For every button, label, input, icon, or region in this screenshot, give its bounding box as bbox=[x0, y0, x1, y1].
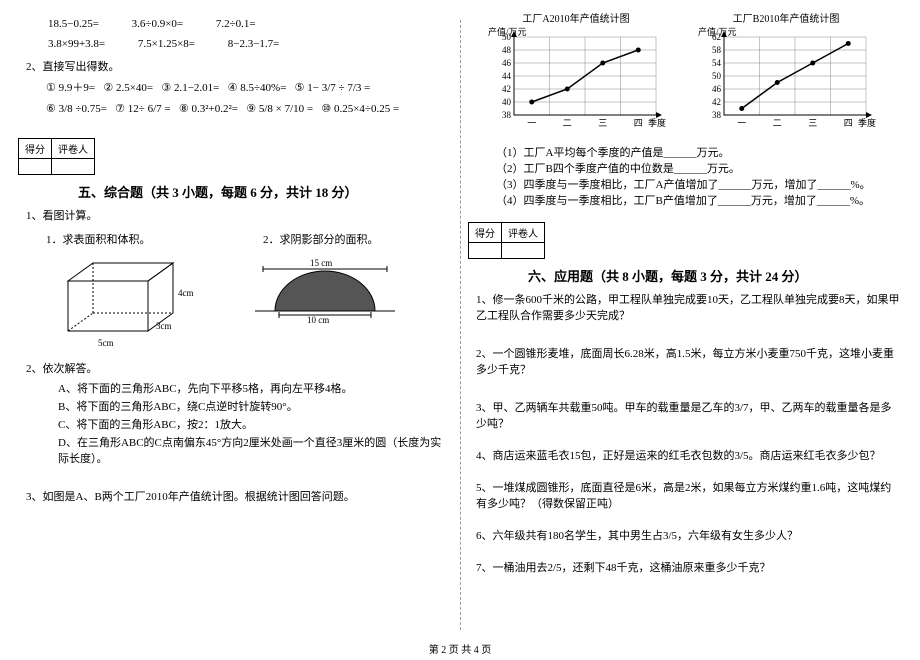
calc-item: 18.5−0.25= bbox=[48, 18, 99, 30]
section-6-title: 六、应用题（共 8 小题，每题 3 分，共计 24 分） bbox=[528, 266, 902, 285]
calc-item: 7.5×1.25×8= bbox=[138, 38, 195, 50]
direct-item: ① 9.9＋9= bbox=[46, 82, 95, 94]
left-column: 18.5−0.25= 3.6÷0.9×0= 7.2÷0.1= 3.8×99+3.… bbox=[10, 10, 460, 630]
score-box-2: 得分 评卷人 bbox=[468, 222, 545, 259]
svg-text:一: 一 bbox=[527, 118, 536, 128]
svg-text:42: 42 bbox=[502, 84, 511, 94]
q1b: 2．求阴影部分的面积。 bbox=[263, 231, 452, 247]
svg-text:54: 54 bbox=[712, 58, 722, 68]
svg-text:二: 二 bbox=[773, 118, 782, 128]
calc-item: 3.6÷0.9×0= bbox=[132, 18, 183, 30]
svg-text:50: 50 bbox=[502, 32, 512, 42]
svg-text:46: 46 bbox=[712, 84, 722, 94]
box-w: 5cm bbox=[98, 338, 114, 348]
direct-item: ⑨ 5/8 × 7/10 = bbox=[246, 103, 313, 115]
column-divider bbox=[460, 20, 461, 630]
q2c: C、将下面的三角形ABC，按2：1放大。 bbox=[58, 416, 452, 432]
svg-text:48: 48 bbox=[502, 45, 512, 55]
svg-text:二: 二 bbox=[563, 118, 572, 128]
svg-text:四: 四 bbox=[844, 118, 853, 128]
direct-item: ② 2.5×40= bbox=[103, 82, 153, 94]
svg-text:44: 44 bbox=[502, 71, 512, 81]
chart-questions: （1）工厂A平均每个季度的产值是______万元。 （2）工厂B四个季度产值的中… bbox=[496, 144, 902, 208]
arch-bottom: 10 cm bbox=[307, 315, 329, 325]
calc-row-1: 18.5−0.25= 3.6÷0.9×0= 7.2÷0.1= bbox=[48, 18, 452, 30]
svg-text:50: 50 bbox=[712, 71, 722, 81]
direct-item: ⑤ 1− 3/7 ÷ 7/3 = bbox=[295, 82, 371, 94]
calc-item: 3.8×99+3.8= bbox=[48, 38, 105, 50]
chart-a-title: 工厂A2010年产值统计图 bbox=[486, 10, 666, 25]
box-d: 3cm bbox=[156, 321, 172, 331]
svg-text:三: 三 bbox=[598, 118, 607, 128]
direct-item: ⑥ 3/8 ÷0.75= bbox=[46, 103, 107, 115]
svg-text:季度: 季度 bbox=[648, 117, 666, 128]
app-q: 5、一堆煤成圆锥形，底面直径是6米，高是2米，如果每立方米煤约重1.6吨，这吨煤… bbox=[476, 479, 902, 511]
chart-q: （3）四季度与一季度相比，工厂A产值增加了______万元，增加了______%… bbox=[496, 176, 902, 192]
direct-item: ⑩ 0.25×4÷0.25 = bbox=[321, 103, 399, 115]
direct-item: ⑦ 12÷ 6/7 = bbox=[115, 103, 170, 115]
q1: 1、看图计算。 bbox=[26, 207, 452, 223]
svg-text:62: 62 bbox=[712, 32, 721, 42]
svg-text:58: 58 bbox=[712, 45, 722, 55]
section-5-title: 五、综合题（共 3 小题，每题 6 分，共计 18 分） bbox=[78, 182, 452, 201]
chart-pair: 工厂A2010年产值统计图 产值/万元38404244464850一二三四季度 … bbox=[486, 10, 902, 138]
arch-top: 15 cm bbox=[310, 258, 332, 268]
q1a: 1．求表面积和体积。 bbox=[46, 231, 235, 247]
calc-item: 8−2.3−1.7= bbox=[228, 38, 280, 50]
app-q: 4、商店运来蓝毛衣15包，正好是运来的红毛衣包数的3/5。商店运来红毛衣多少包？ bbox=[476, 447, 902, 463]
q2b: B、将下面的三角形ABC，绕C点逆时针旋转90°。 bbox=[58, 398, 452, 414]
app-q: 2、一个圆锥形麦堆，底面周长6.28米，高1.5米，每立方米小麦重750千克，这… bbox=[476, 345, 902, 377]
chart-b-title: 工厂B2010年产值统计图 bbox=[696, 10, 876, 25]
q2a: A、将下面的三角形ABC，先向下平移5格，再向左平移4格。 bbox=[58, 380, 452, 396]
score-header: 得分 bbox=[19, 138, 52, 158]
q2d: D、在三角形ABC的C点南偏东45°方向2厘米处画一个直径3厘米的圆（长度为实际… bbox=[58, 434, 452, 466]
svg-text:42: 42 bbox=[712, 97, 721, 107]
calc-item: 7.2÷0.1= bbox=[216, 18, 256, 30]
svg-text:38: 38 bbox=[502, 110, 512, 120]
direct-items: ① 9.9＋9= ② 2.5×40= ③ 2.1−2.01= ④ 8.5÷40%… bbox=[46, 78, 452, 120]
app-q: 1、修一条600千米的公路，甲工程队单独完成要10天，乙工程队单独完成要8天，如… bbox=[476, 291, 902, 323]
direct-header: 2、直接写出得数。 bbox=[26, 58, 452, 74]
right-column: 工厂A2010年产值统计图 产值/万元38404244464850一二三四季度 … bbox=[460, 10, 910, 630]
chart-a: 产值/万元38404244464850一二三四季度 bbox=[486, 25, 666, 135]
svg-text:46: 46 bbox=[502, 58, 512, 68]
chart-q: （1）工厂A平均每个季度的产值是______万元。 bbox=[496, 144, 902, 160]
svg-text:38: 38 bbox=[712, 110, 722, 120]
score-header: 评卷人 bbox=[502, 223, 545, 243]
chart-b: 产值/万元38424650545862一二三四季度 bbox=[696, 25, 876, 135]
score-header: 评卷人 bbox=[52, 138, 95, 158]
box-h: 4cm bbox=[178, 288, 194, 298]
direct-item: ⑧ 0.3²+0.2²= bbox=[179, 103, 238, 115]
app-q: 6、六年级共有180名学生，其中男生占3/5，六年级有女生多少人？ bbox=[476, 527, 902, 543]
svg-text:40: 40 bbox=[502, 97, 512, 107]
cuboid-figure: 4cm 3cm 5cm bbox=[48, 251, 198, 351]
q2: 2、依次解答。 bbox=[26, 360, 452, 376]
direct-item: ④ 8.5÷40%= bbox=[228, 82, 287, 94]
svg-text:一: 一 bbox=[737, 118, 746, 128]
q3: 3、如图是A、B两个工厂2010年产值统计图。根据统计图回答问题。 bbox=[26, 488, 452, 504]
app-q: 3、甲、乙两辆车共载重50吨。甲车的载重量是乙车的3/7，甲、乙两车的载重量各是… bbox=[476, 399, 902, 431]
page-footer: 第 2 页 共 4 页 bbox=[0, 641, 920, 656]
arch-figure: 15 cm 10 cm bbox=[245, 251, 405, 331]
svg-text:三: 三 bbox=[808, 118, 817, 128]
svg-text:四: 四 bbox=[634, 118, 643, 128]
score-box: 得分 评卷人 bbox=[18, 138, 95, 175]
chart-q: （2）工厂B四个季度产值的中位数是______万元。 bbox=[496, 160, 902, 176]
score-header: 得分 bbox=[469, 223, 502, 243]
svg-text:季度: 季度 bbox=[858, 117, 876, 128]
calc-row-2: 3.8×99+3.8= 7.5×1.25×8= 8−2.3−1.7= bbox=[48, 38, 452, 50]
app-q: 7、一桶油用去2/5，还剩下48千克，这桶油原来重多少千克？ bbox=[476, 559, 902, 575]
chart-q: （4）四季度与一季度相比，工厂B产值增加了______万元，增加了______%… bbox=[496, 192, 902, 208]
direct-item: ③ 2.1−2.01= bbox=[161, 82, 219, 94]
